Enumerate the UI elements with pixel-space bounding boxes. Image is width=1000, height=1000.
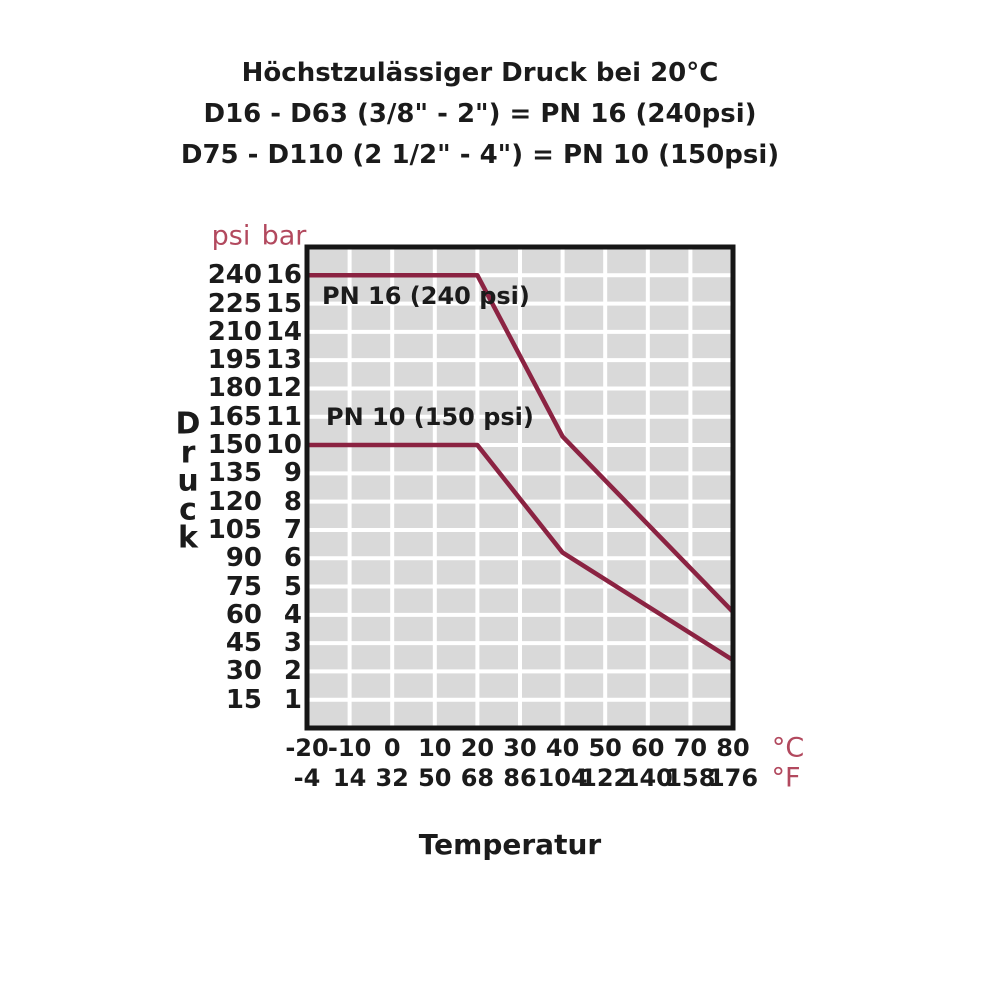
y-tick-psi-value: 150 xyxy=(207,430,262,461)
x-tick-celsius: 70 xyxy=(673,734,708,762)
x-tick-fahrenheit: 176 xyxy=(707,764,759,792)
y-tick-psi-value: 105 xyxy=(207,514,262,545)
x-unit-celsius-label: °C xyxy=(771,732,805,764)
y-tick-row: 75 5 xyxy=(170,573,302,601)
x-tick-fahrenheit: 32 xyxy=(375,764,409,792)
x-axis-title: Temperatur xyxy=(418,828,602,861)
plot-border xyxy=(304,244,736,731)
y-tick-row: 90 6 xyxy=(170,544,302,572)
y-axis-title-letter: c xyxy=(179,492,197,527)
chart-title-block: Höchstzulässiger Druck bei 20°C D16 - D6… xyxy=(0,53,960,176)
chart-title-line2: D16 - D63 (3/8" - 2") = PN 16 (240psi) xyxy=(203,99,757,129)
y-tick-bar-value: 4 xyxy=(283,599,302,630)
x-tick-celsius: 80 xyxy=(716,734,750,762)
x-tick-fahrenheit: 158 xyxy=(665,764,716,792)
y-axis-title-letter: k xyxy=(178,520,198,556)
y-tick-bar-value: 15 xyxy=(265,288,302,319)
y-tick-bar-value: 5 xyxy=(283,571,302,602)
y-unit-psi-label: psi xyxy=(211,220,251,252)
y-tick-psi-value: 90 xyxy=(225,543,262,574)
y-tick-psi-value: 195 xyxy=(207,345,262,376)
y-tick-bar-value: 11 xyxy=(265,401,302,432)
y-tick-psi-value: 225 xyxy=(207,288,262,319)
y-tick-psi-value: 165 xyxy=(207,401,262,432)
y-tick-row: 195 13 xyxy=(170,346,302,374)
y-tick-psi-value: 15 xyxy=(225,684,262,715)
curve-pn16 xyxy=(307,273,735,614)
y-tick-row: 105 7 xyxy=(170,516,302,544)
x-tick-celsius: 60 xyxy=(631,734,665,762)
x-tick-fahrenheit: 14 xyxy=(332,764,367,792)
x-tick-fahrenheit: 104 xyxy=(537,764,588,792)
y-tick-row: 45 3 xyxy=(170,629,302,657)
y-tick-psi-value: 75 xyxy=(225,571,262,602)
y-axis-title-letter: r xyxy=(180,435,196,470)
y-tick-psi-value: 30 xyxy=(225,656,262,687)
y-tick-bar-value: 3 xyxy=(283,628,302,659)
y-tick-psi-value: 45 xyxy=(225,628,262,659)
y-tick-row: 180 12 xyxy=(170,374,302,402)
y-tick-row: 15 1 xyxy=(170,686,302,714)
x-tick-celsius: 20 xyxy=(460,734,495,762)
y-tick-psi-value: 180 xyxy=(207,373,262,404)
x-tick-celsius: 0 xyxy=(383,734,401,762)
y-tick-bar-value: 13 xyxy=(265,345,302,376)
y-tick-bar-value: 10 xyxy=(265,430,302,461)
x-tick-celsius: 10 xyxy=(418,734,452,762)
x-tick-celsius: 50 xyxy=(588,734,622,762)
chart-title-line3: D75 - D110 (2 1/2" - 4") = PN 10 (150psi… xyxy=(180,140,780,170)
y-tick-bar-value: 9 xyxy=(283,458,302,489)
y-tick-psi-value: 240 xyxy=(207,260,262,291)
x-tick-fahrenheit: 140 xyxy=(622,764,673,792)
y-tick-psi-value: 210 xyxy=(207,316,262,347)
curve-pn10 xyxy=(307,442,735,662)
x-tick-celsius: 40 xyxy=(545,734,580,762)
y-tick-row: 60 4 xyxy=(170,601,302,629)
y-tick-row: 225 15 xyxy=(170,290,302,318)
y-tick-psi-value: 135 xyxy=(207,458,262,489)
y-tick-bar-value: 6 xyxy=(283,543,302,574)
y-tick-row: 135 9 xyxy=(170,459,302,487)
plot-area xyxy=(304,244,736,731)
y-unit-bar-label: bar xyxy=(261,220,307,252)
x-unit-fahrenheit-label: °F xyxy=(771,762,801,794)
y-tick-bar-value: 2 xyxy=(283,656,302,687)
chart-title-line1: Höchstzulässiger Druck bei 20°C xyxy=(241,58,719,88)
y-tick-row: 240 16 xyxy=(170,261,302,289)
y-tick-row: 150 10 xyxy=(170,431,302,459)
y-tick-bar-value: 1 xyxy=(283,684,302,715)
y-tick-bar-value: 7 xyxy=(283,514,302,545)
y-tick-row: 165 11 xyxy=(170,403,302,431)
x-tick-fahrenheit: 68 xyxy=(460,764,495,792)
x-tick-fahrenheit: 122 xyxy=(580,764,631,792)
x-tick-celsius: -20 xyxy=(285,734,329,762)
x-tick-fahrenheit: 50 xyxy=(418,764,452,792)
y-axis-title-letter: D xyxy=(175,406,201,442)
y-tick-psi-value: 60 xyxy=(225,599,262,630)
x-tick-celsius: -10 xyxy=(327,734,372,762)
y-tick-bar-value: 12 xyxy=(265,373,302,404)
y-tick-row: 120 8 xyxy=(170,488,302,516)
x-tick-fahrenheit: 86 xyxy=(503,764,537,792)
y-tick-row: 30 2 xyxy=(170,657,302,685)
y-tick-bar-value: 14 xyxy=(265,316,302,347)
pn10-curve-label: PN 10 (150 psi) xyxy=(326,403,534,431)
pn16-curve-label: PN 16 (240 psi) xyxy=(322,282,530,310)
y-tick-bar-value: 8 xyxy=(283,486,302,517)
y-tick-row: 210 14 xyxy=(170,318,302,346)
y-tick-bar-value: 16 xyxy=(265,260,302,291)
y-axis-title-letter: u xyxy=(177,463,199,499)
y-tick-psi-value: 120 xyxy=(207,486,262,517)
x-tick-celsius: 30 xyxy=(503,734,537,762)
x-tick-fahrenheit: -4 xyxy=(293,764,321,792)
